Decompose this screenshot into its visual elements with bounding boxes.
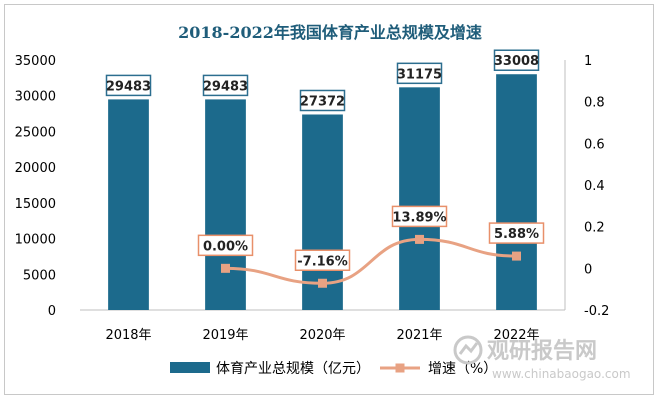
bar-data-label: 33008: [494, 54, 539, 69]
line-label-box: [197, 234, 254, 257]
left-tick-label: 0: [48, 304, 56, 319]
category-label: 2021年: [396, 328, 442, 343]
bar-label-box: [493, 49, 540, 71]
line-point: [512, 251, 521, 261]
bar: [399, 87, 440, 310]
category-label: 2019年: [202, 328, 248, 343]
right-tick-label: 0.6: [584, 137, 605, 152]
bar: [302, 114, 343, 310]
right-tick-label: 0.2: [584, 221, 605, 236]
legend-line-label: 增速（%）: [428, 361, 497, 377]
left-tick-label: 35000: [15, 54, 56, 69]
right-tick-label: -0.2: [584, 304, 609, 319]
left-tick-label: 25000: [15, 125, 56, 140]
watermark-url: www.chinabaogao.com: [492, 367, 631, 381]
legend: 体育产业总规模（亿元） 增速（%）: [170, 361, 497, 377]
bar-series: 29483 29483 27372 31175 33008: [105, 49, 540, 311]
right-tick-label: 0.8: [584, 96, 605, 111]
bar-data-label: 27372: [300, 94, 345, 109]
watermark-brand: 观研报告网: [487, 339, 597, 364]
legend-bar-swatch: [170, 362, 210, 373]
line-point: [415, 234, 424, 244]
legend-bar-label: 体育产业总规模（亿元）: [216, 361, 370, 377]
left-tick-label: 5000: [23, 268, 56, 283]
bar-label-box: [202, 74, 249, 97]
category-label: 2018年: [105, 328, 151, 343]
bar: [108, 99, 149, 311]
line-data-label: 0.00%: [203, 239, 248, 254]
right-tick-label: 1: [584, 54, 592, 69]
left-tick-label: 20000: [15, 161, 56, 176]
left-axis: 0 5000 10000 15000 20000 25000 30000 35000: [15, 54, 56, 319]
bar-data-label: 29483: [203, 79, 248, 94]
chart-title: 2018-2022年我国体育产业总规模及增速: [178, 23, 482, 42]
line-label-box: [391, 205, 448, 228]
bar-label-box: [105, 74, 152, 97]
right-tick-label: 0.4: [584, 179, 605, 194]
line-data-label: 13.89%: [392, 210, 446, 225]
line-series: 0.00% -7.16% 13.89% 5.88%: [197, 205, 545, 288]
left-tick-label: 10000: [15, 233, 56, 248]
bar: [205, 99, 246, 311]
left-tick-label: 30000: [15, 90, 56, 105]
line-data-label: 5.88%: [494, 227, 539, 242]
bar-data-label: 29483: [106, 79, 151, 94]
line-path: [225, 237, 517, 285]
bar-data-label: 31175: [397, 67, 442, 82]
line-point: [318, 278, 327, 288]
category-label: 2022年: [493, 328, 539, 343]
right-axis: -0.2 0 0.2 0.4 0.6 0.8 1: [564, 54, 609, 319]
x-axis: 2018年 2019年 2020年 2021年 2022年: [80, 309, 565, 343]
watermark: 观研报告网 www.chinabaogao.com: [453, 335, 631, 381]
line-label-box: [488, 222, 545, 244]
bar-label-box: [299, 89, 346, 112]
left-tick-label: 15000: [15, 197, 56, 212]
right-tick-label: 0: [584, 262, 592, 277]
bar-label-box: [396, 62, 443, 85]
watermark-logo-icon: [453, 335, 483, 365]
line-label-box: [294, 249, 351, 271]
category-label: 2020年: [299, 328, 345, 343]
line-data-label: -7.16%: [297, 254, 348, 269]
line-point: [221, 263, 230, 273]
legend-line-marker: [395, 363, 405, 373]
bar: [496, 74, 537, 310]
